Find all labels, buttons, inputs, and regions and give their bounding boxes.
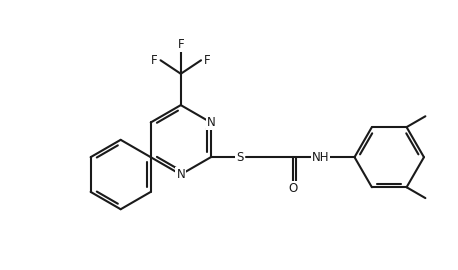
Text: F: F bbox=[151, 54, 158, 67]
Text: N: N bbox=[207, 116, 215, 129]
Text: F: F bbox=[204, 54, 211, 67]
Text: S: S bbox=[236, 151, 244, 164]
Text: O: O bbox=[288, 181, 297, 194]
Text: N: N bbox=[176, 168, 185, 181]
Text: NH: NH bbox=[312, 151, 329, 164]
Text: F: F bbox=[178, 38, 184, 51]
